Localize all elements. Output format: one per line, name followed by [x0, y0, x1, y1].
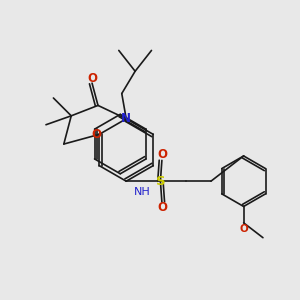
Text: NH: NH	[134, 187, 150, 196]
Text: O: O	[239, 224, 248, 234]
Text: O: O	[87, 72, 97, 85]
Text: S: S	[156, 175, 165, 188]
Text: N: N	[121, 112, 131, 125]
Text: O: O	[157, 202, 167, 214]
Text: O: O	[157, 148, 167, 161]
Text: O: O	[91, 128, 101, 141]
